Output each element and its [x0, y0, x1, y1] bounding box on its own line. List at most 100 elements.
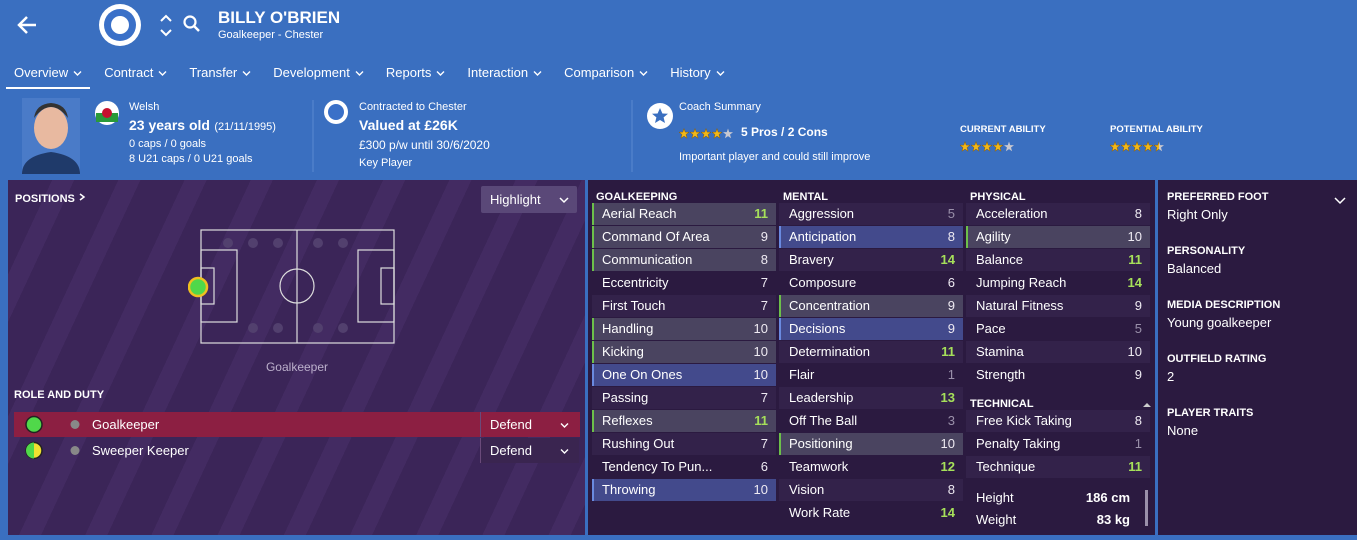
role-name[interactable]: Goalkeeper — [92, 417, 160, 432]
detail-value: 2 — [1167, 369, 1175, 384]
attribute-value: 14 — [940, 505, 955, 520]
attribute-row: Leadership 13 — [779, 387, 963, 409]
attribute-row: Tendency To Pun... 6 — [592, 456, 776, 478]
player-subtitle: Goalkeeper - Chester — [218, 29, 324, 41]
tab[interactable]: Overview — [14, 65, 82, 80]
attribute-row: Natural Fitness 9 — [966, 295, 1150, 317]
positions-title[interactable]: POSITIONS — [15, 192, 87, 205]
attribute-name: Off The Ball — [789, 413, 858, 428]
tab[interactable]: Development — [273, 65, 364, 80]
attribute-name: One On Ones — [602, 367, 683, 382]
tab[interactable]: Contract — [104, 65, 167, 80]
duty-dropdown[interactable]: Defend — [480, 412, 579, 437]
attribute-name: Eccentricity — [602, 275, 669, 290]
attribute-value: 7 — [760, 275, 768, 290]
attribute-name: Strength — [976, 367, 1026, 382]
role-name[interactable]: Sweeper Keeper — [92, 443, 189, 458]
tab-label[interactable]: Transfer — [189, 65, 238, 80]
attribute-value: 10 — [753, 321, 768, 336]
attribute-value: 6 — [760, 459, 768, 474]
tab-label[interactable]: History — [670, 65, 711, 80]
tab-label[interactable]: Comparison — [564, 65, 635, 80]
tab-label[interactable]: Development — [273, 65, 350, 80]
tab-label[interactable]: Reports — [385, 65, 432, 80]
attribute-name: Reflexes — [602, 413, 653, 428]
ca-label: CURRENT ABILITY — [960, 124, 1046, 135]
position-marker[interactable] — [188, 276, 209, 298]
coach-label: Coach Summary — [679, 101, 761, 113]
attribute-row: Jumping Reach 14 — [966, 272, 1150, 294]
section-title: GOALKEEPING — [596, 191, 678, 203]
attribute-row: Composure 6 — [779, 272, 963, 294]
body-label: Height — [976, 490, 1014, 505]
attribute-name: Work Rate — [789, 505, 851, 520]
attribute-name: Concentration — [789, 298, 870, 313]
body-value: 83 kg — [1096, 512, 1130, 527]
attribute-row: Agility 10 — [966, 226, 1150, 248]
attribute-value: 10 — [1127, 344, 1142, 359]
duty-dropdown[interactable]: Defend — [480, 438, 579, 463]
body-row: Height 186 cm — [968, 487, 1138, 509]
scrollbar — [1145, 490, 1148, 526]
section-title: MENTAL — [783, 191, 829, 203]
attribute-value: 8 — [760, 252, 768, 267]
attribute-name: Pace — [976, 321, 1006, 336]
tab-bar: Overview Contract Transfer Development Repor… — [14, 65, 725, 80]
duty-label[interactable]: Defend — [490, 417, 532, 432]
attribute-value: 10 — [753, 482, 768, 497]
attribute-row: Reflexes 11 — [592, 410, 776, 432]
attribute-row: Positioning 10 — [779, 433, 963, 455]
u21-caps: 8 U21 caps / 0 U21 goals — [129, 153, 253, 165]
tab[interactable]: History — [670, 65, 725, 80]
tab-label[interactable]: Overview — [14, 65, 69, 80]
star-rating — [679, 126, 739, 144]
duty-label[interactable]: Defend — [490, 443, 532, 458]
attribute-row: Determination 11 — [779, 341, 963, 363]
attribute-name: Handling — [602, 321, 654, 336]
coach-note: Important player and could still improve — [679, 151, 871, 163]
tab[interactable]: Interaction — [467, 65, 542, 80]
tab[interactable]: Reports — [386, 65, 446, 80]
attribute-value: 13 — [940, 390, 955, 405]
attribute-name: Command Of Area — [602, 229, 710, 244]
attribute-name: Natural Fitness — [976, 298, 1064, 313]
section-title: PHYSICAL — [970, 191, 1026, 203]
detail-label: OUTFIELD RATING — [1167, 353, 1267, 365]
attribute-value: 11 — [1128, 252, 1142, 267]
highlight-dropdown[interactable]: Highlight — [481, 186, 577, 213]
attribute-row: Command Of Area 9 — [592, 226, 776, 248]
nav-arrows[interactable] — [160, 14, 172, 37]
attribute-value: 9 — [947, 298, 955, 313]
attribute-value: 7 — [760, 390, 768, 405]
attribute-row: Throwing 10 — [592, 479, 776, 501]
attribute-name: First Touch — [602, 298, 666, 313]
detail-value: Young goalkeeper — [1167, 315, 1272, 330]
attribute-value: 6 — [947, 275, 955, 290]
attribute-row: Aerial Reach 11 — [592, 203, 776, 225]
attribute-value: 10 — [753, 344, 768, 359]
roles-title: ROLE AND DUTY — [14, 389, 105, 401]
tab[interactable]: Comparison — [564, 65, 648, 80]
role-row[interactable]: Sweeper Keeper Defend — [14, 438, 580, 463]
attribute-name: Bravery — [789, 252, 834, 267]
role-row[interactable]: Goalkeeper Defend — [14, 412, 580, 437]
tab[interactable]: Transfer — [189, 65, 251, 80]
attribute-name: Passing — [602, 390, 649, 405]
body-label: Weight — [976, 512, 1017, 527]
positions-label[interactable]: POSITIONS — [15, 193, 75, 205]
detail-label: MEDIA DESCRIPTION — [1167, 299, 1281, 311]
attribute-value: 14 — [1127, 275, 1142, 290]
contract-value: Valued at £26K — [359, 117, 458, 133]
back-arrow[interactable] — [17, 16, 36, 34]
detail-label: PERSONALITY — [1167, 245, 1246, 257]
tab-label[interactable]: Interaction — [467, 65, 529, 80]
tab-label[interactable]: Contract — [104, 65, 154, 80]
position-label: Goalkeeper — [265, 360, 329, 374]
attribute-row: Bravery 14 — [779, 249, 963, 271]
attribute-name: Communication — [602, 252, 693, 267]
highlight-label[interactable]: Highlight — [490, 192, 541, 207]
search-icon[interactable] — [183, 15, 197, 29]
attribute-name: Aerial Reach — [602, 206, 677, 221]
stars — [1110, 141, 1164, 152]
